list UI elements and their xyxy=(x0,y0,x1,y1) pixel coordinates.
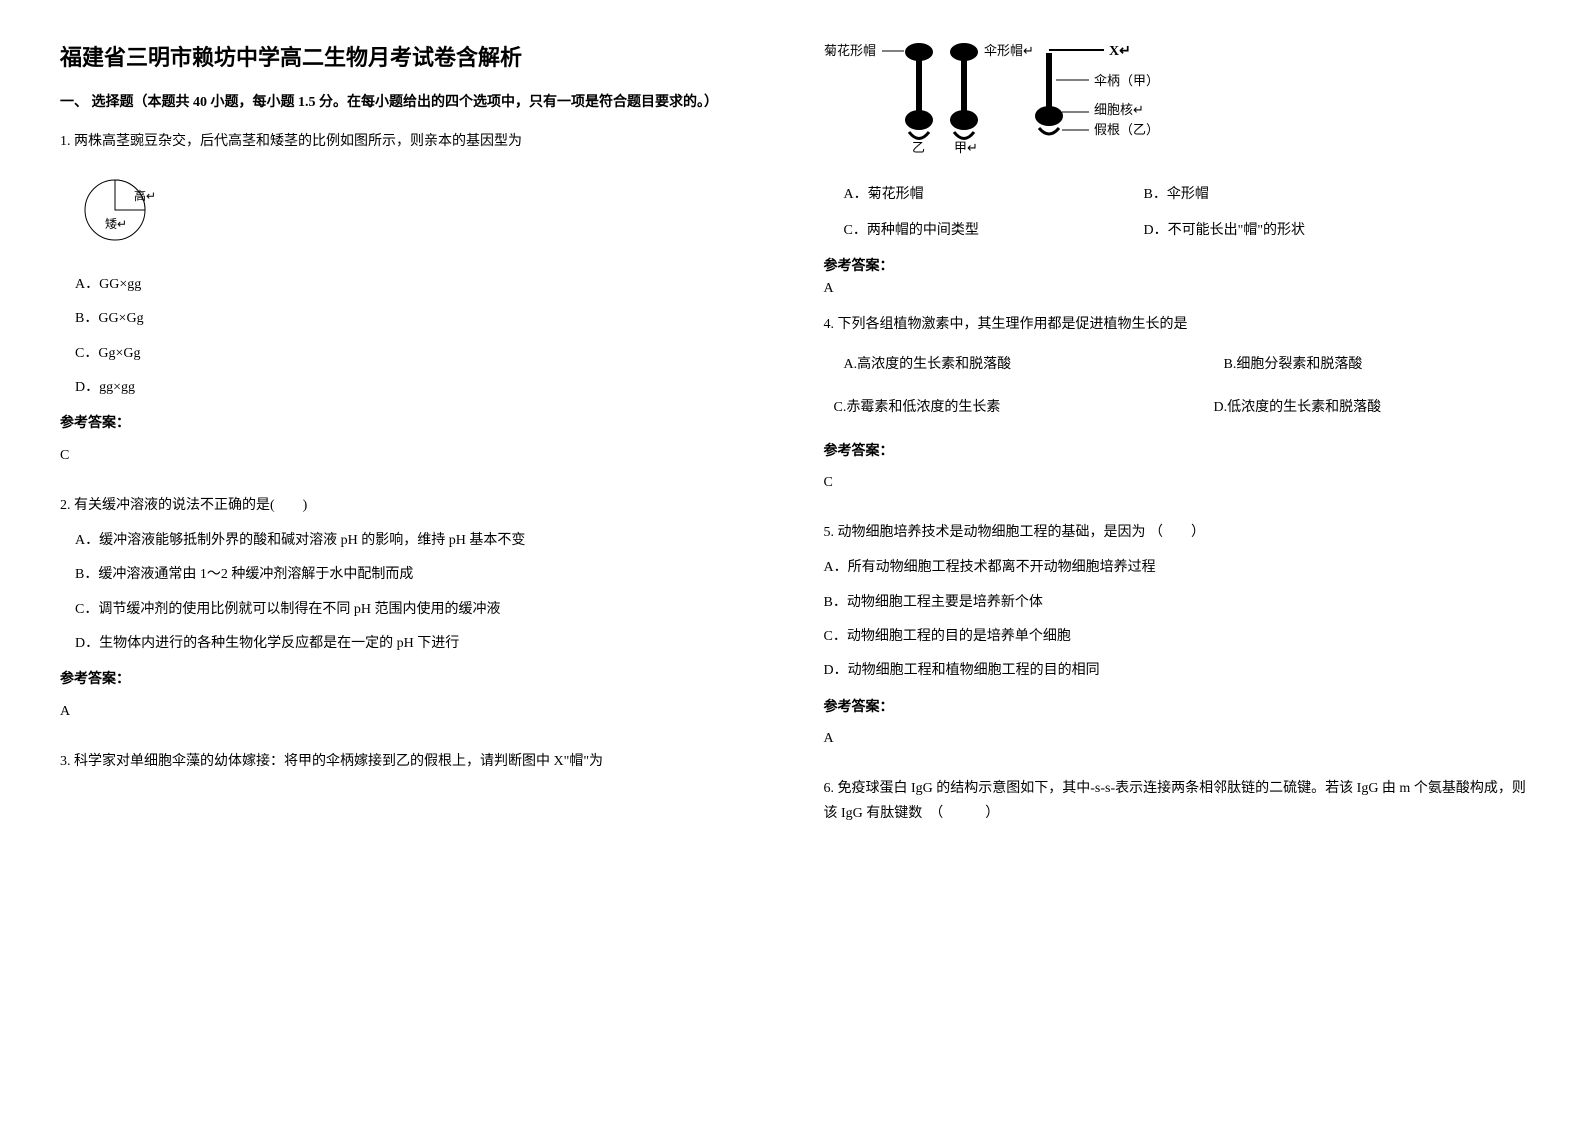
q1-option-c: C．Gg×Gg xyxy=(75,343,764,365)
q4-text: 4. 下列各组植物激素中，其生理作用都是促进植物生长的是 xyxy=(824,312,1528,337)
q2-option-a: A．缓冲溶液能够抵制外界的酸和碱对溶液 pH 的影响，维持 pH 基本不变 xyxy=(75,530,764,552)
question-4: 4. 下列各组植物激素中，其生理作用都是促进植物生长的是 A.高浓度的生长素和脱… xyxy=(824,312,1528,510)
q3-options-row1: A．菊花形帽 B．伞形帽 xyxy=(844,183,1528,203)
exam-document: 福建省三明市赖坊中学高二生物月考试卷含解析 一、 选择题（本题共 40 小题，每… xyxy=(60,40,1527,1082)
q3-answer-label: 参考答案： xyxy=(824,255,1528,275)
label-jiagen: 假根（乙） xyxy=(1094,122,1159,137)
q5-option-b: B．动物细胞工程主要是培养新个体 xyxy=(824,592,1528,614)
q4-answer: C xyxy=(824,470,1528,495)
q4-option-d: D.低浓度的生长素和脱落酸 xyxy=(1214,395,1528,420)
label-x: X↵ xyxy=(1109,44,1131,59)
label-jia: 甲↵ xyxy=(954,140,978,155)
q2-option-c: C．调节缓冲剂的使用比例就可以制得在不同 pH 范围内使用的缓冲液 xyxy=(75,599,764,621)
q2-answer-label: 参考答案： xyxy=(60,667,764,692)
question-1: 1. 两株高茎豌豆杂交，后代高茎和矮茎的比例如图所示，则亲本的基因型为 高↵ 矮… xyxy=(60,129,764,482)
q3-option-b: B．伞形帽 xyxy=(1144,183,1528,203)
q1-text: 1. 两株高茎豌豆杂交，后代高茎和矮茎的比例如图所示，则亲本的基因型为 xyxy=(60,129,764,154)
label-sangbing: 伞柄（甲） xyxy=(1094,73,1159,88)
q3-diagram: 菊花形帽 乙 伞形帽↵ 甲↵ X↵ xyxy=(824,40,1528,160)
q3-text: 3. 科学家对单细胞伞藻的幼体嫁接：将甲的伞柄嫁接到乙的假根上，请判断图中 X"… xyxy=(60,749,764,774)
right-column: 菊花形帽 乙 伞形帽↵ 甲↵ X↵ xyxy=(824,40,1528,1082)
question-3-text: 3. 科学家对单细胞伞藻的幼体嫁接：将甲的伞柄嫁接到乙的假根上，请判断图中 X"… xyxy=(60,749,764,782)
question-5: 5. 动物细胞培养技术是动物细胞工程的基础，是因为 （ ） A．所有动物细胞工程… xyxy=(824,520,1528,766)
question-2: 2. 有关缓冲溶液的说法不正确的是( ) A．缓冲溶液能够抵制外界的酸和碱对溶液… xyxy=(60,493,764,739)
label-yi: 乙 xyxy=(912,140,925,155)
q3-option-d: D．不可能长出"帽"的形状 xyxy=(1144,219,1528,239)
q1-option-d: D．gg×gg xyxy=(75,377,764,399)
q5-answer-label: 参考答案： xyxy=(824,695,1528,720)
q3-options-row2: C．两种帽的中间类型 D．不可能长出"帽"的形状 xyxy=(844,219,1528,239)
q2-option-d: D．生物体内进行的各种生物化学反应都是在一定的 pH 下进行 xyxy=(75,633,764,655)
q1-pie-diagram: 高↵ 矮↵ xyxy=(80,170,764,259)
q2-answer: A xyxy=(60,699,764,724)
q4-option-c: C.赤霉素和低浓度的生长素 xyxy=(834,395,1214,420)
q2-text: 2. 有关缓冲溶液的说法不正确的是( ) xyxy=(60,493,764,518)
q4-answer-label: 参考答案： xyxy=(824,439,1528,464)
q5-answer: A xyxy=(824,726,1528,751)
q3-option-c: C．两种帽的中间类型 xyxy=(844,219,1144,239)
section-header: 一、 选择题（本题共 40 小题，每小题 1.5 分。在每小题给出的四个选项中，… xyxy=(60,92,764,114)
label-san: 伞形帽↵ xyxy=(984,43,1034,58)
q5-option-d: D．动物细胞工程和植物细胞工程的目的相同 xyxy=(824,660,1528,682)
q5-option-c: C．动物细胞工程的目的是培养单个细胞 xyxy=(824,626,1528,648)
q1-option-b: B．GG×Gg xyxy=(75,308,764,330)
q3-answer: A xyxy=(824,281,1528,297)
q4-option-b: B.细胞分裂素和脱落酸 xyxy=(1224,352,1528,377)
q1-option-a: A．GG×gg xyxy=(75,274,764,296)
label-xibaohe: 细胞核↵ xyxy=(1094,102,1144,117)
q6-text: 6. 免疫球蛋白 IgG 的结构示意图如下，其中-s-s-表示连接两条相邻肽链的… xyxy=(824,776,1528,826)
pie-label-bottom: 矮↵ xyxy=(105,217,127,231)
q4-options: A.高浓度的生长素和脱落酸 B.细胞分裂素和脱落酸 C.赤霉素和低浓度的生长素 … xyxy=(824,352,1528,420)
pie-label-top: 高↵ xyxy=(134,188,156,203)
q5-text: 5. 动物细胞培养技术是动物细胞工程的基础，是因为 （ ） xyxy=(824,520,1528,545)
label-juhua: 菊花形帽 xyxy=(824,43,876,58)
q1-answer-label: 参考答案： xyxy=(60,411,764,436)
q3-option-a: A．菊花形帽 xyxy=(844,183,1144,203)
q1-answer: C xyxy=(60,443,764,468)
left-column: 福建省三明市赖坊中学高二生物月考试卷含解析 一、 选择题（本题共 40 小题，每… xyxy=(60,40,764,1082)
q2-option-b: B．缓冲溶液通常由 1～2 种缓冲剂溶解于水中配制而成 xyxy=(75,564,764,586)
document-title: 福建省三明市赖坊中学高二生物月考试卷含解析 xyxy=(60,40,764,72)
question-6: 6. 免疫球蛋白 IgG 的结构示意图如下，其中-s-s-表示连接两条相邻肽链的… xyxy=(824,776,1528,834)
q4-option-a: A.高浓度的生长素和脱落酸 xyxy=(844,352,1224,377)
q5-option-a: A．所有动物细胞工程技术都离不开动物细胞培养过程 xyxy=(824,557,1528,579)
